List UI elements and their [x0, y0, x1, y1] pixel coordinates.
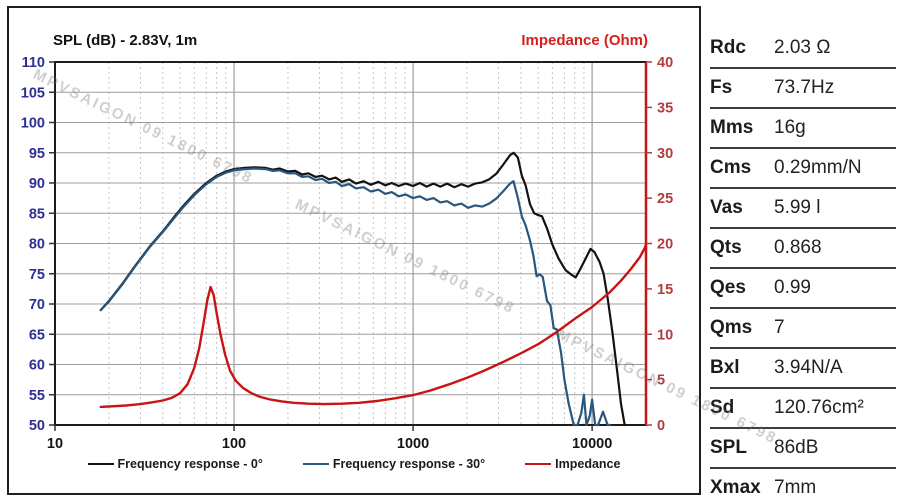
chart-legend: Frequency response - 0° Frequency respons…: [9, 457, 699, 471]
impedance-axis-label: 5: [657, 373, 665, 389]
table-row: Qes 0.99: [710, 269, 896, 309]
parameter-label: Cms: [710, 157, 752, 178]
table-row: Bxl 3.94N/A: [710, 349, 896, 389]
chart-title-spl: SPL (dB) - 2.83V, 1m: [53, 32, 198, 49]
parameter-label: Rdc: [710, 37, 746, 58]
frequency-response-impedance-chart: 50 55 60 65 70 75 80 85 90 95 100 105 110 0 5 10 15 20 25 3…: [21, 55, 673, 452]
curve-spl-30deg: [99, 167, 612, 427]
parameter-value: 16g: [774, 117, 806, 138]
legend-line-swatch: [302, 463, 329, 465]
parameters-table: Rdc 2.03 Ω Fs 73.7Hz Mms 16g Cms 0.29mm/N Vas 5.9…: [710, 29, 896, 502]
spl-axis-label: 100: [21, 116, 45, 132]
table-row: Vas 5.99 l: [710, 189, 896, 229]
impedance-axis-label: 10: [657, 327, 673, 343]
chart-title-impedance: Impedance (Ohm): [521, 32, 648, 49]
parameter-value: 86dB: [774, 437, 819, 458]
parameter-label: SPL: [710, 437, 747, 458]
parameter-value: 0.868: [774, 237, 822, 258]
impedance-axis-label: 15: [657, 282, 673, 298]
legend-label: Impedance: [555, 457, 621, 471]
frequency-axis-label: 1000: [397, 436, 429, 452]
parameter-label: Sd: [710, 397, 735, 418]
spl-axis-label: 50: [29, 418, 45, 434]
spl-axis-label: 110: [22, 55, 45, 71]
legend-label: Frequency response - 0°: [117, 457, 263, 471]
impedance-axis-label: 25: [657, 191, 673, 207]
parameter-label: Bxl: [710, 357, 740, 378]
frequency-axis-label: 10: [47, 436, 63, 452]
table-row: Sd 120.76cm²: [710, 389, 896, 429]
spl-axis-label: 80: [29, 237, 45, 253]
impedance-axis-label: 35: [657, 100, 673, 116]
impedance-axis-label: 0: [657, 418, 665, 434]
spl-axis-label: 55: [29, 388, 45, 404]
legend-line-swatch: [525, 463, 552, 465]
parameter-label: Qts: [710, 237, 742, 258]
spl-axis-label: 90: [29, 176, 45, 192]
legend-item: Impedance: [525, 457, 620, 471]
table-row: Cms 0.29mm/N: [710, 149, 896, 189]
table-row: Mms 16g: [710, 109, 896, 149]
table-row: Qts 0.868: [710, 229, 896, 269]
parameter-label: Xmax: [710, 477, 761, 498]
parameter-value: 120.76cm²: [774, 397, 864, 418]
chart-panel: 50 55 60 65 70 75 80 85 90 95 100 105 110 0 5 10 15 20 25 3…: [7, 6, 701, 495]
spl-axis-label: 95: [29, 146, 45, 162]
legend-line-swatch: [87, 463, 114, 465]
spl-axis-label: 85: [29, 206, 45, 222]
spl-axis-label: 65: [29, 327, 45, 343]
table-row: Rdc 2.03 Ω: [710, 29, 896, 69]
table-row: Xmax 7mm: [710, 469, 896, 502]
parameter-value: 5.99 l: [774, 197, 821, 218]
legend-label: Frequency response - 30°: [332, 457, 486, 471]
parameter-label: Vas: [710, 197, 743, 218]
spl-axis-label: 60: [29, 358, 45, 374]
table-row: SPL 86dB: [710, 429, 896, 469]
parameter-value: 2.03 Ω: [774, 37, 831, 58]
table-row: Qms 7: [710, 309, 896, 349]
impedance-axis-label: 30: [657, 146, 673, 162]
parameter-value: 73.7Hz: [774, 77, 835, 98]
parameter-value: 0.99: [774, 277, 811, 298]
spl-axis-label: 105: [21, 85, 45, 101]
impedance-axis-label: 20: [657, 237, 673, 253]
parameter-label: Mms: [710, 117, 754, 138]
parameter-value: 0.29mm/N: [774, 157, 862, 178]
curve-impedance: [99, 243, 648, 409]
impedance-axis-label: 40: [657, 55, 673, 71]
parameter-label: Qes: [710, 277, 746, 298]
legend-item: Frequency response - 30°: [302, 457, 486, 471]
parameter-value: 7mm: [774, 477, 817, 498]
parameter-label: Fs: [710, 77, 733, 98]
legend-item: Frequency response - 0°: [87, 457, 263, 471]
table-row: Fs 73.7Hz: [710, 69, 896, 109]
spl-axis-label: 70: [29, 297, 45, 313]
parameter-value: 3.94N/A: [774, 357, 843, 378]
spl-axis-label: 75: [29, 267, 45, 283]
frequency-axis-label: 100: [222, 436, 246, 452]
frequency-axis-label: 10000: [572, 436, 612, 452]
parameter-label: Qms: [710, 317, 753, 338]
parameter-value: 7: [774, 317, 785, 338]
curve-spl-0deg: [99, 151, 626, 427]
